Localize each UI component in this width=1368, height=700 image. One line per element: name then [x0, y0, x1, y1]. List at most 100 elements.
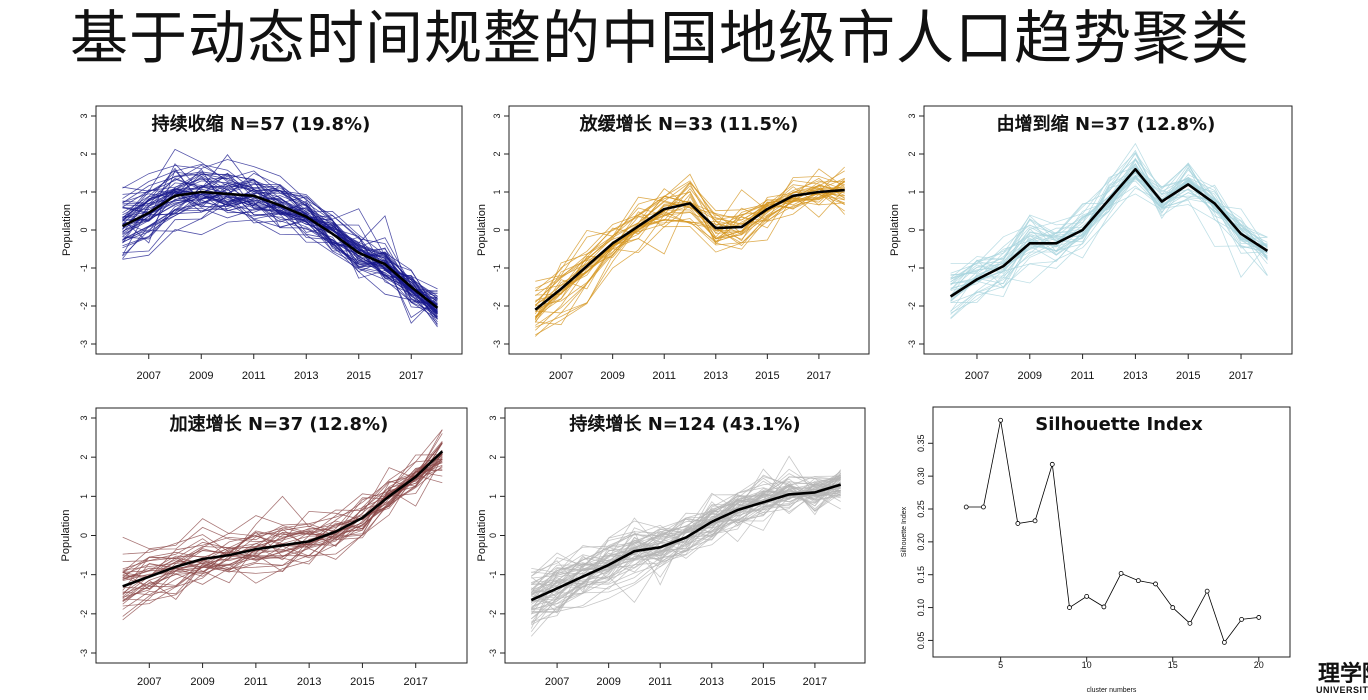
y-tick-label: -1: [79, 264, 89, 272]
member-line: [531, 479, 841, 603]
chart-panel-slowing-growth: -3 -2 -1 0 1 2 3 2007 2009 2011 2013 2015 2017 Popula…: [475, 100, 883, 392]
y-tick-label: 1: [79, 189, 89, 194]
member-line: [950, 175, 1268, 302]
slide-title: 基于动态时间规整的中国地级市人口趋势聚类: [70, 4, 1251, 72]
chart-panel-accelerating-growth: -3 -2 -1 0 1 2 3 2007 2009 2011 2013 2015 2017 Popula…: [55, 402, 483, 700]
member-line: [122, 452, 443, 562]
mean-line: [534, 188, 845, 311]
y-tick-label: 0.30: [916, 467, 926, 485]
member-line: [531, 494, 841, 624]
y-tick-label: -1: [492, 264, 502, 272]
x-tick-label: 2007: [965, 370, 989, 382]
y-tick-label: -2: [79, 610, 89, 618]
mean-line: [949, 167, 1269, 298]
silhouette-point: [1101, 604, 1107, 610]
x-tick-label: 2011: [244, 676, 268, 688]
member-line: [122, 175, 438, 307]
x-tick-label: 2009: [189, 370, 213, 382]
plot-frame: [504, 407, 866, 664]
x-tick-label: 2017: [1229, 370, 1253, 382]
member-line: [950, 182, 1268, 314]
y-tick-label: 0.15: [916, 566, 926, 584]
y-tick-label: 2: [79, 455, 89, 460]
member-line: [122, 454, 443, 587]
silhouette-point: [1239, 616, 1244, 622]
member-line: [122, 192, 438, 313]
y-axis-label: Population: [476, 510, 488, 562]
mean-line: [122, 450, 444, 588]
x-tick-label: 2009: [596, 676, 620, 688]
silhouette-point: [1135, 578, 1141, 584]
x-tick-label: 2011: [242, 370, 266, 382]
y-axis-label: Population: [889, 204, 901, 256]
y-tick-label: -3: [488, 649, 498, 657]
member-line: [531, 468, 841, 593]
y-tick-label: -3: [79, 340, 89, 348]
y-tick-label: -1: [907, 264, 917, 272]
member-line: [122, 443, 443, 607]
x-tick-label: 15: [1168, 660, 1178, 670]
y-tick-label: -3: [907, 340, 917, 348]
y-axis-label: Population: [476, 204, 488, 256]
y-tick-label: 0: [492, 227, 502, 232]
member-line: [122, 469, 443, 573]
member-line: [122, 453, 443, 610]
x-tick-label: 2007: [137, 370, 161, 382]
chart-title: 持续增长 N=124 (43.1%): [569, 413, 800, 435]
x-tick-label: 2007: [137, 676, 161, 688]
chart-panel-steady-growth: -3 -2 -1 0 1 2 3 2007 2009 2011 2013 2015 2017 Popula…: [473, 402, 883, 700]
x-tick-label: 2017: [403, 676, 427, 688]
member-line: [122, 467, 443, 579]
member-line: [122, 465, 443, 596]
y-tick-label: 3: [488, 415, 498, 420]
y-tick-label: 3: [907, 113, 917, 118]
x-axis-label: cluster numbers: [1087, 687, 1137, 694]
x-tick-label: 2013: [297, 676, 321, 688]
member-line: [950, 166, 1268, 279]
member-line: [950, 151, 1268, 264]
y-tick-label: 0.10: [916, 599, 926, 617]
member-line: [122, 207, 438, 303]
member-line: [122, 170, 438, 314]
silhouette-point: [1187, 620, 1193, 626]
x-tick-label: 2007: [545, 676, 569, 688]
member-line: [535, 180, 845, 292]
member-line: [535, 188, 845, 326]
cluster-chart-shrinking: -3 -2 -1 0 1 2 3 2007 2009 2011 2013 2015 2017 Popula…: [61, 105, 463, 382]
y-tick-label: 0.05: [916, 632, 926, 650]
member-line: [122, 219, 438, 305]
y-tick-label: 0.20: [916, 533, 926, 551]
y-tick-label: 2: [907, 151, 917, 156]
y-tick-label: 0: [907, 227, 917, 232]
x-tick-label: 2015: [755, 370, 779, 382]
member-line: [122, 442, 443, 600]
member-line: [122, 460, 443, 555]
member-line: [122, 197, 438, 313]
silhouette-point: [1204, 588, 1210, 594]
silhouette-point: [998, 417, 1004, 423]
member-line: [122, 171, 438, 295]
member-line: [950, 169, 1268, 319]
silhouette-index-chart: 0.05 0.10 0.15 0.20 0.25 0.30 0.35 5 10 15 20 Silho…: [901, 406, 1291, 694]
silhouette-point: [981, 504, 986, 510]
member-line: [122, 458, 443, 579]
cluster-chart-accelerating-growth: -3 -2 -1 0 1 2 3 2007 2009 2011 2013 2015 2017 Popula…: [60, 407, 468, 688]
silhouette-point: [1170, 605, 1176, 610]
chart-title: 加速增长 N=37 (12.8%): [169, 413, 389, 435]
member-line: [531, 468, 841, 603]
x-tick-label: 2015: [751, 676, 775, 688]
logo-main-text: 理学院: [1318, 662, 1368, 687]
y-tick-label: 1: [907, 189, 917, 194]
member-line: [531, 484, 841, 622]
member-line: [950, 177, 1268, 291]
chart-title: Silhouette Index: [1035, 414, 1203, 435]
y-tick-label: -1: [79, 571, 89, 579]
y-tick-label: 0.25: [916, 500, 926, 518]
y-tick-label: 1: [492, 189, 502, 194]
member-line: [950, 142, 1268, 285]
silhouette-point: [1032, 518, 1038, 524]
member-line: [122, 440, 443, 573]
member-line: [122, 159, 438, 292]
x-tick-label: 2009: [190, 676, 214, 688]
silhouette-line: [966, 420, 1259, 644]
